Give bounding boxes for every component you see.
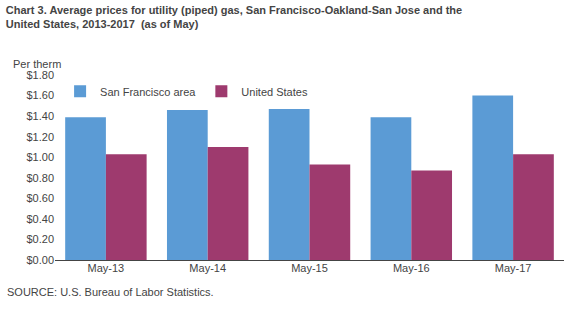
svg-text:United States: United States [241, 86, 308, 98]
svg-text:May-14: May-14 [189, 262, 226, 274]
svg-text:$0.60: $0.60 [26, 192, 54, 204]
svg-text:May-15: May-15 [291, 262, 328, 274]
svg-text:$0.00: $0.00 [26, 254, 54, 266]
svg-text:Per therm: Per therm [13, 58, 61, 70]
svg-text:$0.20: $0.20 [26, 233, 54, 245]
svg-text:SOURCE: U.S. Bureau of Labor S: SOURCE: U.S. Bureau of Labor Statistics. [7, 286, 214, 298]
svg-text:$1.20: $1.20 [26, 131, 54, 143]
svg-text:San Francisco area: San Francisco area [100, 86, 196, 98]
svg-text:Chart 3. Average prices for ut: Chart 3. Average prices for utility (pip… [6, 4, 462, 30]
svg-text:$1.00: $1.00 [26, 151, 54, 163]
svg-text:$1.60: $1.60 [26, 89, 54, 101]
svg-text:May-17: May-17 [495, 262, 532, 274]
svg-text:May-13: May-13 [88, 262, 125, 274]
svg-text:$0.80: $0.80 [26, 172, 54, 184]
svg-text:$1.40: $1.40 [26, 110, 54, 122]
svg-text:$0.40: $0.40 [26, 213, 54, 225]
svg-text:$1.80: $1.80 [26, 69, 54, 81]
svg-text:May-16: May-16 [393, 262, 430, 274]
